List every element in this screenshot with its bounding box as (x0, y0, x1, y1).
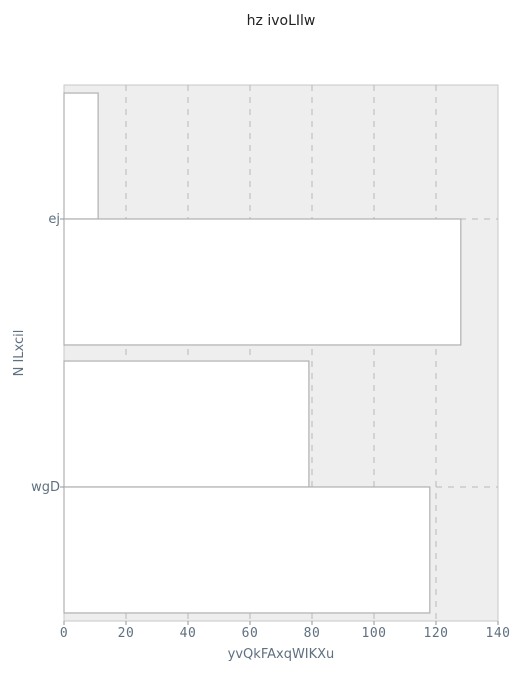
x-tick-label-1: 20 (118, 626, 135, 641)
bar-ej-series-1 (63, 92, 99, 220)
x-tick-label-2: 40 (180, 626, 197, 641)
y-tick-label-ej: ej (48, 212, 60, 227)
x-tick-label-6: 120 (424, 626, 449, 641)
x-tick-label-3: 60 (242, 626, 259, 641)
bar-wgD-series-2 (63, 486, 431, 614)
bars (63, 92, 462, 614)
x-axis-label: yvQkFAxqWIKXu (228, 647, 335, 662)
y-axis-ticks: ej wgD (31, 212, 64, 495)
x-tick-label-5: 100 (362, 626, 387, 641)
x-tick-label-4: 80 (304, 626, 321, 641)
chart-title: hz ivoLIlw (247, 13, 316, 29)
bar-wgD-series-1 (63, 360, 310, 488)
bar-ej-series-2 (63, 218, 462, 346)
x-tick-label-7: 140 (486, 626, 511, 641)
y-axis-label: N ILxcil (12, 330, 27, 377)
y-tick-label-wgD: wgD (31, 480, 60, 495)
x-tick-label-0: 0 (60, 626, 68, 641)
x-axis-ticks: 0 20 40 60 80 100 120 140 (60, 621, 511, 641)
